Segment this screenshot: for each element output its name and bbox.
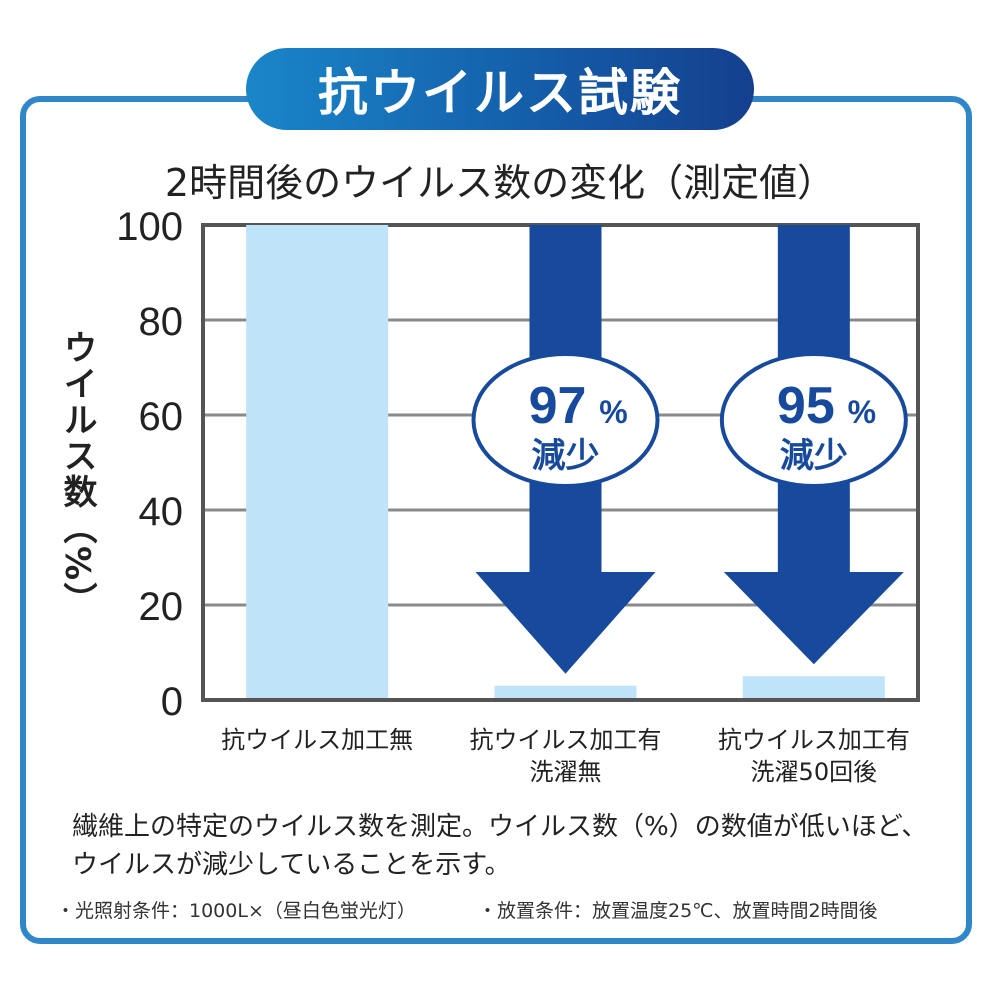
reduction-badge: [719, 352, 908, 488]
bar: [246, 225, 389, 698]
y-axis-label: ウイルス数（%）: [57, 330, 97, 619]
x-category-label: 抗ウイルス加工有 洗濯50回後: [694, 724, 934, 788]
x-category-label-line: 洗濯無: [529, 758, 602, 786]
x-category-label-line: 洗濯50回後: [750, 758, 878, 786]
reduction-percent: 97: [529, 377, 587, 435]
reduction-percent: 95: [777, 377, 835, 435]
placement-condition: ・放置条件：放置温度25℃、放置時間2時間後: [478, 900, 878, 922]
page-title: 抗ウイルス試験: [246, 48, 754, 130]
y-tick-label: 0: [161, 680, 183, 724]
footnote: 繊維上の特定のウイルス数を測定。ウイルス数（%）の数値が低いほど、ウイルスが減少…: [72, 812, 928, 880]
x-category-label: 抗ウイルス加工有 洗濯無: [446, 724, 686, 788]
y-tick-label: 80: [139, 300, 184, 344]
y-tick-label: 20: [139, 585, 184, 629]
x-category-label: 抗ウイルス加工無: [197, 724, 437, 756]
bar: [494, 685, 637, 698]
reduction-label: 減少: [780, 436, 848, 476]
x-category-label-line: 抗ウイルス加工有: [469, 726, 662, 754]
x-category-label-line: 抗ウイルス加工有: [717, 726, 910, 754]
reduction-badge: [471, 352, 660, 488]
reduction-percent-unit: %: [848, 394, 876, 430]
y-tick-label: 40: [139, 490, 184, 534]
bar: [742, 676, 885, 698]
y-tick-label: 100: [116, 205, 183, 249]
y-tick-label: 60: [139, 395, 184, 439]
x-category-label-line: 抗ウイルス加工無: [221, 726, 414, 754]
reduction-label: 減少: [532, 436, 600, 476]
reduction-percent-unit: %: [599, 394, 627, 430]
chart-title: 2時間後のウイルス数の変化（測定値）: [164, 161, 836, 205]
light-condition: ・光照射条件：1000L×（昼白色蛍光灯）: [56, 900, 416, 922]
